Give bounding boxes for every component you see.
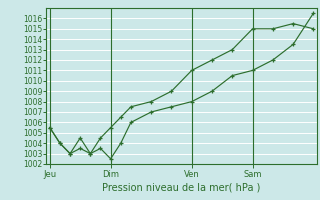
- X-axis label: Pression niveau de la mer( hPa ): Pression niveau de la mer( hPa ): [102, 183, 261, 193]
